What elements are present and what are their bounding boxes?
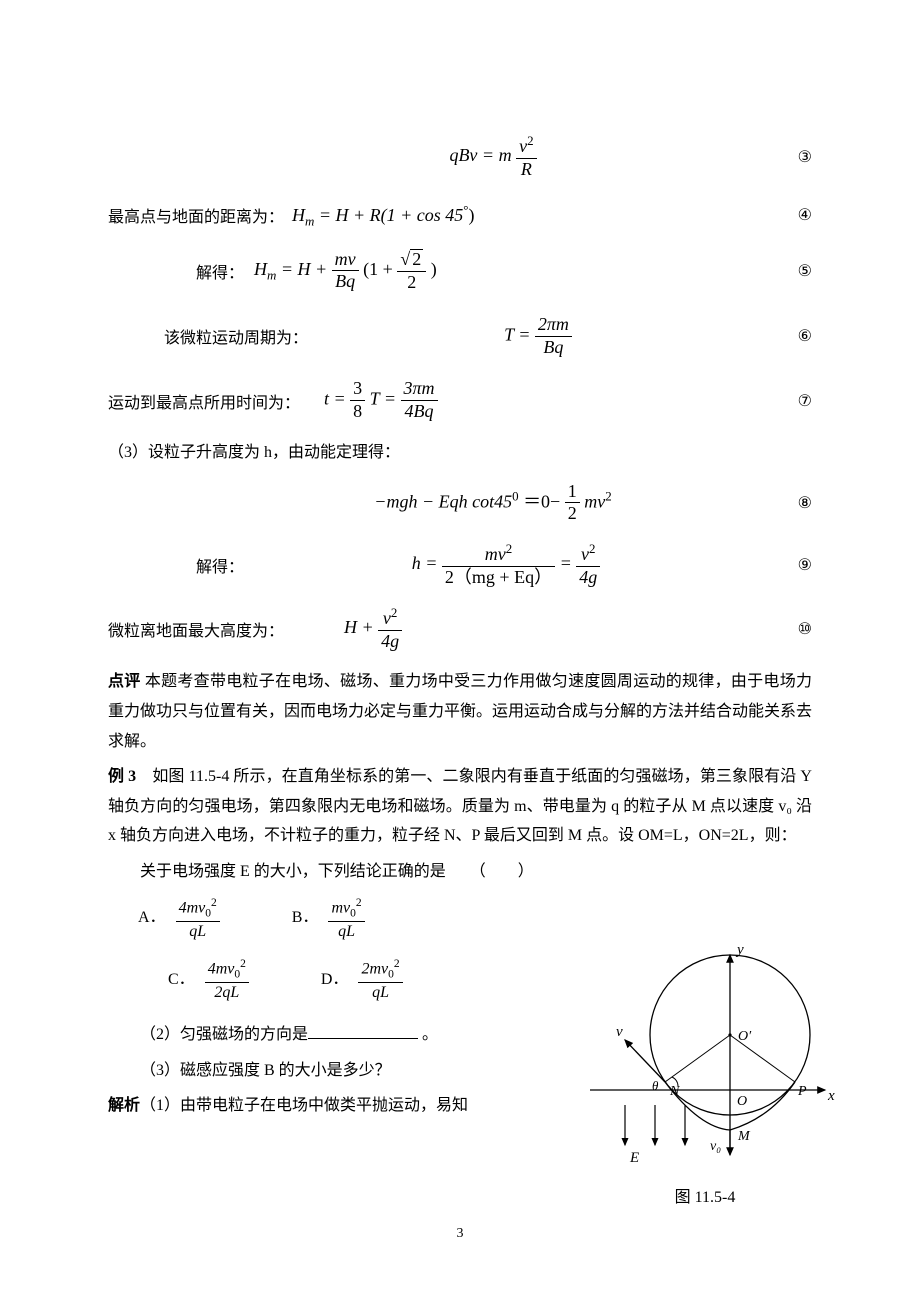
page-number: 3 — [0, 1226, 920, 1242]
equation-6: 该微粒运动周期为： T = 2πmBq ⑥ — [108, 315, 812, 358]
eq3-lhs: qBv = m — [449, 145, 511, 165]
option-a: A． 4mv02qL — [138, 897, 220, 941]
svg-text:N: N — [669, 1084, 680, 1099]
figure-caption: 图 11.5-4 — [570, 1183, 840, 1207]
page: qBv = m v2R ③ 最高点与地面的距离为： Hm = H + R(1 +… — [0, 0, 920, 1302]
option-b: B． mv02qL — [292, 897, 365, 941]
svg-text:y: y — [735, 942, 744, 958]
svg-text:O: O — [737, 1094, 747, 1109]
dianping-text: 本题考查带电粒子在电场、磁场、重力场中受三力作用做匀速度圆周运动的规律，由于电场… — [108, 673, 812, 749]
svg-text:x: x — [827, 1088, 835, 1104]
paragraph-p3: （3）设粒子升高度为 h，由动能定理得： — [108, 438, 812, 468]
svg-text:P: P — [797, 1084, 807, 1099]
question-1: 关于电场强度 E 的大小，下列结论正确的是 （ ） — [108, 857, 812, 887]
option-c: C． 4mv022qL — [168, 958, 249, 1002]
equation-8: −mgh − Eqh cot450 ＝0− 12 mv2 ⑧ — [108, 482, 812, 525]
svg-text:θ: θ — [652, 1078, 659, 1093]
dianping-label: 点评 — [108, 673, 141, 690]
example-3-label: 例 3 — [108, 768, 136, 785]
svg-text:E: E — [629, 1150, 639, 1166]
blank-field — [308, 1022, 418, 1039]
svg-text:M: M — [737, 1129, 751, 1144]
option-d: D． 2mv02qL — [321, 958, 403, 1002]
svg-text:v: v — [616, 1024, 623, 1040]
dianping-paragraph: 点评 本题考查带电粒子在电场、磁场、重力场中受三力作用做匀速度圆周运动的规律，由… — [108, 667, 812, 756]
jiexi-line: 解析（1）由带电粒子在电场中做类平抛运动，易知 — [108, 1091, 528, 1121]
equation-9: 解得： h = mv22（mg + Eq） = v24g ⑨ — [108, 542, 812, 588]
figure-11-5-4: y x O O′ N P M v v₀ E θ 图 11.5-4 — [570, 940, 840, 1207]
equation-3: qBv = m v2R ③ — [108, 134, 812, 180]
svg-text:v₀: v₀ — [710, 1139, 721, 1154]
equation-7: 运动到最高点所用时间为： t = 38 T = 3πm4Bq ⑦ — [108, 379, 812, 422]
options-row-2: C． 4mv022qL D． 2mv02qL — [168, 958, 528, 1002]
equation-4: 最高点与地面的距离为： Hm = H + R(1 + cos 45°) ④ — [108, 202, 812, 230]
example-3: 例 3 如图 11.5-4 所示，在直角坐标系的第一、二象限内有垂直于纸面的匀强… — [108, 762, 812, 851]
options-row-1: A． 4mv02qL B． mv02qL — [138, 897, 528, 941]
equation-10: 微粒离地面最大高度为： H + v24g ⑩ — [108, 606, 812, 652]
jiexi-label: 解析 — [108, 1097, 140, 1114]
example-3-body: 如图 11.5-4 所示，在直角坐标系的第一、二象限内有垂直于纸面的匀强磁场，第… — [108, 768, 812, 844]
eq3-tag: ③ — [768, 147, 812, 167]
question-3: （3）磁感应强度 B 的大小是多少？ — [108, 1056, 528, 1086]
jiexi-text: （1）由带电粒子在电场中做类平抛运动，易知 — [140, 1097, 468, 1114]
figure-svg: y x O O′ N P M v v₀ E θ — [570, 940, 840, 1170]
question-2: （2）匀强磁场的方向是 。 — [108, 1020, 528, 1050]
equation-5: 解得： Hm = H + mvBq (1 + √22 ) ⑤ — [108, 249, 812, 293]
svg-text:O′: O′ — [738, 1029, 752, 1044]
